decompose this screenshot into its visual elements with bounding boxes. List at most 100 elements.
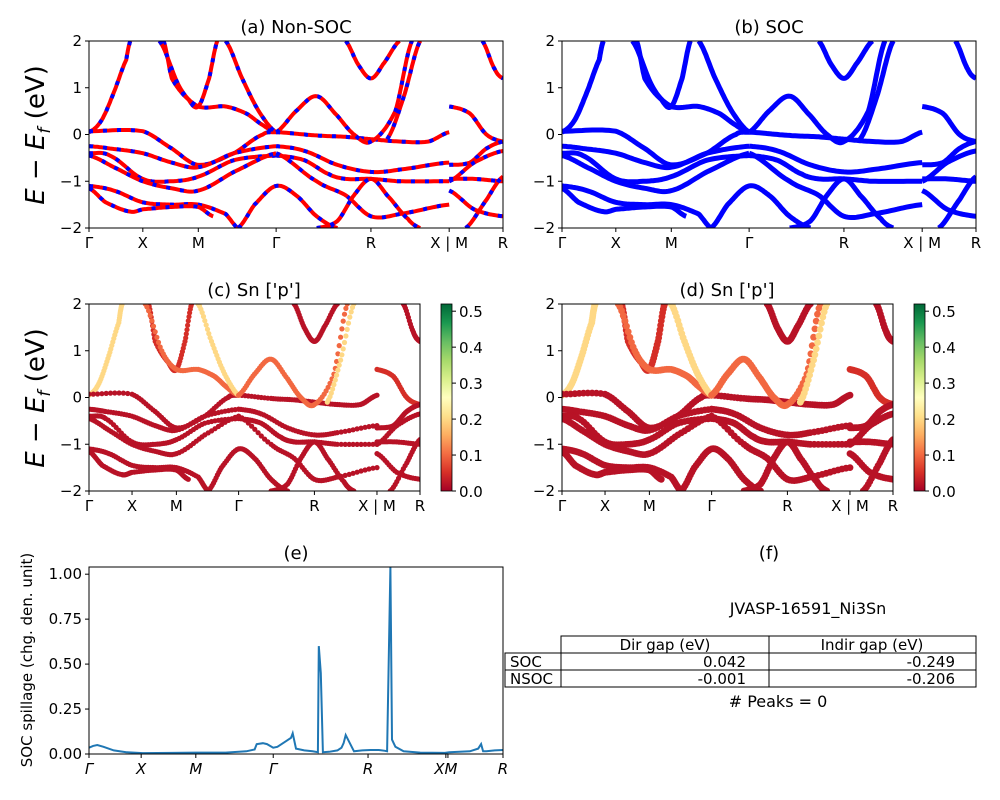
y-tick-label: 1 [545, 342, 555, 360]
projection-point [374, 392, 380, 398]
x-tick-label: Γ [707, 497, 716, 515]
y-tick-label: 0.25 [49, 700, 82, 718]
panel-c-points [89, 304, 420, 491]
band-line [562, 150, 750, 195]
colorbar-tick-label: 0.1 [459, 447, 483, 465]
projection-point [116, 390, 122, 396]
projection-point [336, 343, 342, 349]
x-tick-label: X [127, 497, 137, 515]
table-cell [768, 669, 977, 688]
table-col-header: Indir gap (eV) [821, 636, 924, 654]
x-tick-label: X [611, 234, 621, 252]
projection-point [204, 326, 211, 332]
band-line [464, 175, 503, 228]
projection-point [350, 441, 356, 447]
x-tick-label: M [643, 497, 656, 515]
panel-b-title: (b) SOC [734, 17, 803, 38]
x-tick-label: X | M [831, 497, 869, 515]
panel-e-ylabel: SOC spillage (chg. den. unit) [18, 553, 36, 768]
projection-point [120, 390, 126, 396]
projection-point [374, 465, 380, 471]
projection-point [624, 328, 632, 336]
x-tick-label: R [363, 760, 373, 778]
panel-f-subtitle: JVASP-16591_Ni3Sn [729, 599, 887, 619]
table-col-header: Dir gap (eV) [620, 636, 711, 654]
panel-e-title: (e) [283, 543, 308, 564]
panel-f-title: (f) [759, 543, 779, 564]
projection-point [889, 475, 893, 483]
projection-point [816, 326, 824, 333]
panel-a-bands [89, 41, 503, 228]
projection-point [366, 441, 372, 447]
projection-point [811, 351, 819, 359]
x-tick-label: R [839, 234, 849, 252]
projection-point [362, 424, 368, 430]
projection-point [348, 309, 354, 315]
band-line [937, 174, 976, 228]
projection-point [806, 304, 814, 308]
colorbar-tick-label: 0.5 [459, 303, 483, 321]
y-tick-label: 1 [72, 342, 82, 360]
table-row-label: NSOC [510, 670, 553, 688]
projection-point [330, 386, 336, 392]
band-line-dash [448, 148, 503, 184]
projection-point [889, 338, 893, 345]
panel-e-frame [88, 566, 504, 755]
x-tick-label: Γ [269, 760, 279, 778]
peaks-count: # Peaks = 0 [729, 692, 828, 711]
projection-point [202, 318, 208, 324]
panel-c-colorbar: 0.0 0.1 0.2 0.3 0.4 0.5 [440, 303, 483, 501]
x-tick-label: Γ [85, 760, 95, 778]
panel-c-title: (c) Sn ['p'] [207, 280, 301, 301]
colorbar-tick-label: 0.1 [932, 447, 956, 465]
x-tick-label: Γ [234, 497, 243, 515]
colorbar-tick-label: 0.2 [459, 411, 483, 429]
projection-point [362, 467, 368, 473]
projection-point [814, 339, 821, 346]
projection-point [206, 331, 212, 337]
projection-point [285, 488, 291, 491]
panel-b-bands [562, 41, 976, 228]
projection-point [347, 314, 353, 320]
projection-point [334, 441, 340, 447]
projection-point [417, 476, 420, 482]
band-line [921, 188, 976, 219]
band-line-dash [275, 151, 450, 220]
y-tick-label: 0 [545, 389, 555, 407]
projection-point [147, 312, 153, 319]
projection-point [889, 436, 893, 443]
panel-c-ylabel: E − Ef (eV) [21, 328, 55, 468]
projection-point [343, 333, 349, 339]
projection-point [350, 470, 356, 476]
projection-point [366, 466, 372, 472]
projection-point [626, 333, 634, 341]
y-tick-label: 1 [72, 79, 82, 97]
projection-point [339, 352, 345, 358]
band-line-dash [236, 183, 338, 228]
gap-table: Dir gap (eV) Indir gap (eV) SOC 0.042 -0… [504, 635, 977, 688]
panel-e-yticks: 1.00 0.75 0.50 0.25 0.00 [49, 565, 89, 763]
projection-point [661, 304, 668, 308]
y-tick-label: 0 [545, 126, 555, 144]
x-tick-label: Γ [558, 234, 567, 252]
projection-point [336, 362, 342, 368]
band-line [480, 41, 503, 81]
colorbar-tick-label: 0.3 [932, 375, 956, 393]
band-line [562, 186, 687, 219]
projection-point [619, 312, 627, 319]
projection-point [370, 441, 376, 447]
band-line [562, 150, 750, 185]
projection-point [810, 333, 817, 341]
y-tick-label: 0.00 [49, 745, 82, 763]
table-row-label: SOC [510, 653, 542, 671]
y-tick-label: −2 [533, 219, 555, 237]
projection-point [119, 304, 125, 307]
projection-point [889, 410, 893, 418]
band-line [562, 41, 606, 135]
projection-point [346, 441, 352, 447]
projection-point [354, 426, 360, 432]
y-tick-label: 1.00 [49, 565, 82, 583]
x-tick-label: M [170, 497, 183, 515]
